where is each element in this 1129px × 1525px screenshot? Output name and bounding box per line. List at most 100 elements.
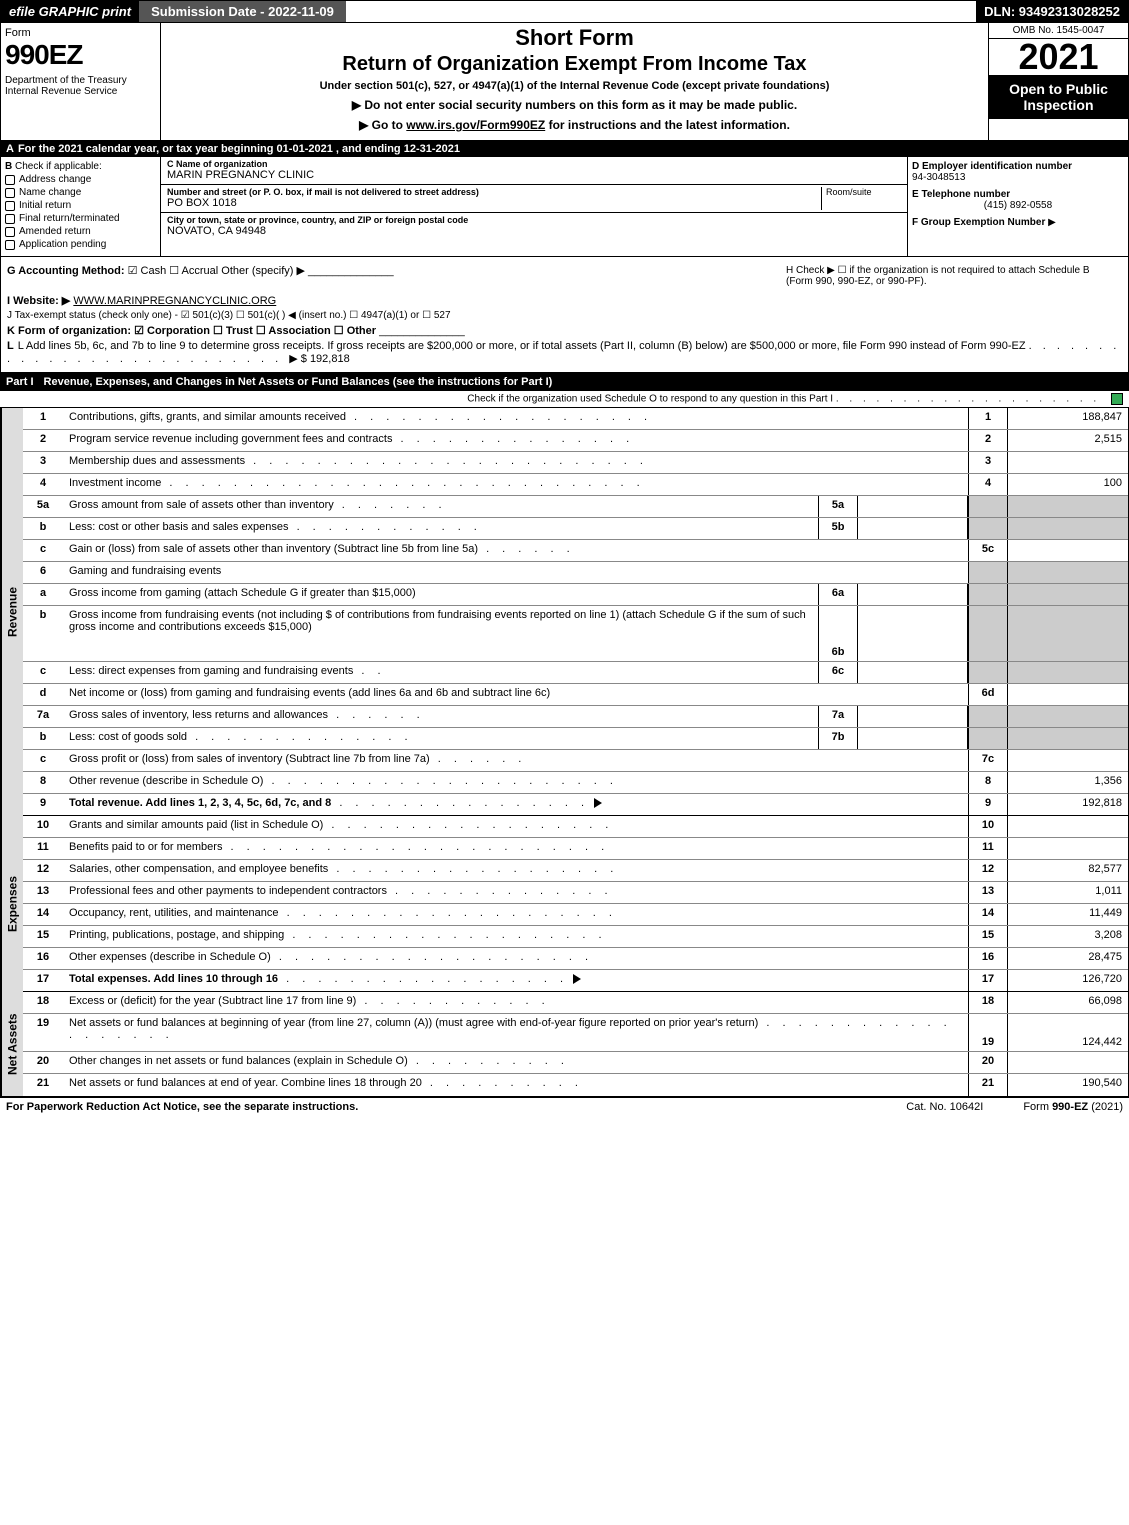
ein-value: 94-3048513: [912, 172, 1124, 183]
line-4: 4 Investment income . . . . . . . . . . …: [23, 474, 1128, 496]
org-addr-row: Number and street (or P. O. box, if mail…: [161, 185, 907, 213]
addr-label: Number and street (or P. O. box, if mail…: [167, 187, 821, 197]
info-block: B Check if applicable: Address change Na…: [0, 157, 1129, 257]
city-value: NOVATO, CA 94948: [167, 225, 901, 237]
org-city-row: City or town, state or province, country…: [161, 213, 907, 241]
part1-header: Part I Revenue, Expenses, and Changes in…: [0, 373, 1129, 391]
line-9: 9 Total revenue. Add lines 1, 2, 3, 4, 5…: [23, 794, 1128, 816]
part1-table: Revenue 1 Contributions, gifts, grants, …: [0, 408, 1129, 1097]
section-j[interactable]: J Tax-exempt status (check only one) - ☑…: [7, 310, 1122, 321]
line-16: 16 Other expenses (describe in Schedule …: [23, 948, 1128, 970]
irs-link[interactable]: www.irs.gov/Form990EZ: [406, 118, 545, 132]
revenue-side-label: Revenue: [1, 408, 23, 816]
cb-application-pending[interactable]: Application pending: [5, 239, 156, 250]
page-footer: For Paperwork Reduction Act Notice, see …: [0, 1097, 1129, 1116]
line-2: 2 Program service revenue including gove…: [23, 430, 1128, 452]
line-11: 11 Benefits paid to or for members . . .…: [23, 838, 1128, 860]
section-a-text: For the 2021 calendar year, or tax year …: [18, 143, 460, 155]
phone-value: (415) 892-0558: [912, 200, 1124, 211]
section-a-letter: A: [6, 143, 14, 155]
section-l-amount: ▶ $ 192,818: [289, 353, 349, 365]
line-10: 10 Grants and similar amounts paid (list…: [23, 816, 1128, 838]
org-name-row: C Name of organization MARIN PREGNANCY C…: [161, 157, 907, 185]
part1-title: Revenue, Expenses, and Changes in Net As…: [44, 376, 553, 388]
section-def: D Employer identification number 94-3048…: [908, 157, 1128, 256]
line-6c: c Less: direct expenses from gaming and …: [23, 662, 1128, 684]
submission-date: Submission Date - 2022-11-09: [139, 1, 346, 22]
org-name: MARIN PREGNANCY CLINIC: [167, 169, 901, 181]
section-h[interactable]: H Check ▶ ☐ if the organization is not r…: [782, 261, 1122, 291]
form-id-block: Form 990EZ Department of the Treasury In…: [1, 23, 161, 140]
line-3: 3 Membership dues and assessments . . . …: [23, 452, 1128, 474]
group-exemption: F Group Exemption Number ▶: [912, 217, 1124, 228]
line-18: 18 Excess or (deficit) for the year (Sub…: [23, 992, 1128, 1014]
form-word: Form: [5, 27, 156, 39]
section-c: C Name of organization MARIN PREGNANCY C…: [161, 157, 908, 256]
ein-label: D Employer identification number: [912, 161, 1124, 172]
website-value[interactable]: WWW.MARINPREGNANCYCLINIC.ORG: [73, 295, 276, 307]
line-6a: a Gross income from gaming (attach Sched…: [23, 584, 1128, 606]
cb-amended-return[interactable]: Amended return: [5, 226, 156, 237]
efile-label[interactable]: efile GRAPHIC print: [1, 1, 139, 22]
dln-label: DLN: 93492313028252: [976, 1, 1128, 22]
main-title: Return of Organization Exempt From Incom…: [169, 53, 980, 76]
form-number: 990EZ: [5, 39, 156, 71]
section-i: I Website: ▶ WWW.MARINPREGNANCYCLINIC.OR…: [7, 294, 1122, 307]
cb-final-return[interactable]: Final return/terminated: [5, 213, 156, 224]
addr-value: PO BOX 1018: [167, 197, 821, 209]
b-label: Check if applicable:: [15, 161, 102, 172]
arrow-icon: [594, 798, 602, 808]
line-7c: c Gross profit or (loss) from sales of i…: [23, 750, 1128, 772]
netassets-side-label: Net Assets: [1, 992, 23, 1096]
cb-address-change[interactable]: Address change: [5, 174, 156, 185]
cb-initial-return[interactable]: Initial return: [5, 200, 156, 211]
right-header-block: OMB No. 1545-0047 2021 Open to Public In…: [988, 23, 1128, 140]
short-form-title: Short Form: [169, 25, 980, 51]
expenses-side-label: Expenses: [1, 816, 23, 992]
line-14: 14 Occupancy, rent, utilities, and maint…: [23, 904, 1128, 926]
line-21: 21 Net assets or fund balances at end of…: [23, 1074, 1128, 1096]
footer-right: Form 990-EZ (2021): [1023, 1101, 1123, 1113]
line-20: 20 Other changes in net assets or fund b…: [23, 1052, 1128, 1074]
schedule-o-checkbox[interactable]: [1111, 393, 1123, 405]
line-8: 8 Other revenue (describe in Schedule O)…: [23, 772, 1128, 794]
instruction-1: ▶ Do not enter social security numbers o…: [169, 98, 980, 112]
footer-cat: Cat. No. 10642I: [906, 1101, 983, 1113]
section-a-bar: A For the 2021 calendar year, or tax yea…: [0, 141, 1129, 157]
line-1: 1 Contributions, gifts, grants, and simi…: [23, 408, 1128, 430]
section-k[interactable]: K Form of organization: ☑ Corporation ☐ …: [7, 324, 1122, 337]
city-label: City or town, state or province, country…: [167, 215, 901, 225]
line-7b: b Less: cost of goods sold . . . . . . .…: [23, 728, 1128, 750]
accounting-opts[interactable]: ☑ Cash ☐ Accrual Other (specify) ▶: [128, 265, 305, 277]
department-label: Department of the Treasury Internal Reve…: [5, 75, 156, 97]
section-g: G Accounting Method: ☑ Cash ☐ Accrual Ot…: [7, 264, 782, 277]
line-6d: d Net income or (loss) from gaming and f…: [23, 684, 1128, 706]
line-13: 13 Professional fees and other payments …: [23, 882, 1128, 904]
title-block: Short Form Return of Organization Exempt…: [161, 23, 988, 140]
line-5c: c Gain or (loss) from sale of assets oth…: [23, 540, 1128, 562]
line-17: 17 Total expenses. Add lines 10 through …: [23, 970, 1128, 992]
line-6: 6 Gaming and fundraising events: [23, 562, 1128, 584]
instr2-post: for instructions and the latest informat…: [545, 118, 790, 132]
instr2-pre: ▶ Go to: [359, 118, 406, 132]
section-b: B Check if applicable: Address change Na…: [1, 157, 161, 256]
subtitle: Under section 501(c), 527, or 4947(a)(1)…: [169, 80, 980, 92]
part1-label: Part I: [6, 376, 34, 388]
line-19: 19 Net assets or fund balances at beginn…: [23, 1014, 1128, 1052]
line-5b: b Less: cost or other basis and sales ex…: [23, 518, 1128, 540]
line-15: 15 Printing, publications, postage, and …: [23, 926, 1128, 948]
open-to-public: Open to Public Inspection: [989, 75, 1128, 119]
sections-ghijkl: G Accounting Method: ☑ Cash ☐ Accrual Ot…: [0, 257, 1129, 373]
cb-name-change[interactable]: Name change: [5, 187, 156, 198]
line-12: 12 Salaries, other compensation, and emp…: [23, 860, 1128, 882]
room-suite: Room/suite: [821, 187, 901, 210]
line-7a: 7a Gross sales of inventory, less return…: [23, 706, 1128, 728]
org-name-label: C Name of organization: [167, 159, 901, 169]
line-6b: b Gross income from fundraising events (…: [23, 606, 1128, 662]
top-bar: efile GRAPHIC print Submission Date - 20…: [0, 0, 1129, 23]
form-header: Form 990EZ Department of the Treasury In…: [0, 23, 1129, 141]
instruction-2: ▶ Go to www.irs.gov/Form990EZ for instru…: [169, 118, 980, 132]
arrow-icon: [573, 974, 581, 984]
tax-year: 2021: [989, 39, 1128, 75]
part1-sub: Check if the organization used Schedule …: [0, 391, 1129, 408]
